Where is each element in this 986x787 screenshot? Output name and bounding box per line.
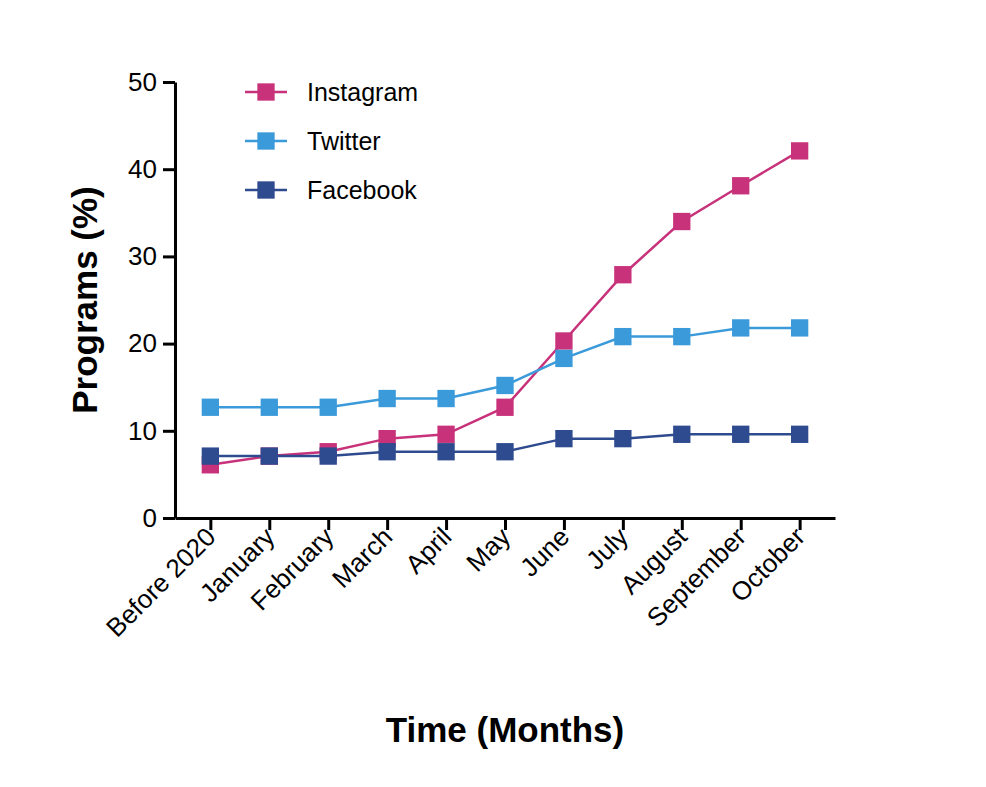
series-marker [791,426,808,443]
y-tick-label: 40 [128,154,157,184]
legend-marker [257,132,274,149]
x-tick-mark [681,518,684,530]
series-marker [791,142,808,159]
x-tick-label: June [514,521,575,582]
x-tick-mark [386,518,389,530]
series-marker [378,390,395,407]
series-marker [732,319,749,336]
x-tick-mark [799,518,802,530]
series-marker [555,430,572,447]
series-marker [673,328,690,345]
y-tick-label: 30 [128,241,157,271]
x-tick-mark [445,518,448,530]
y-tick: 0 [143,503,175,533]
series-marker [732,177,749,194]
series-marker [496,443,513,460]
y-tick-mark [163,255,175,258]
legend-label: Instagram [307,78,418,106]
x-tick: June [514,518,575,583]
y-tick-label: 50 [128,67,157,97]
y-tick-mark [163,517,175,520]
series-marker [614,430,631,447]
y-tick-mark [163,168,175,171]
y-tick-label: 20 [128,328,157,358]
x-tick-mark [622,518,625,530]
series-line [210,328,799,407]
y-axis: 0 10 20 30 40 50 [128,67,175,533]
x-tick: April [399,518,457,579]
plot-area [202,142,809,473]
series-marker [261,447,278,464]
series-line [210,151,799,465]
x-tick-mark [740,518,743,530]
series-marker [202,399,219,416]
legend: Instagram Twitter Facebook [245,78,418,204]
legend-label: Facebook [307,176,417,204]
series-marker [791,319,808,336]
series-marker [437,426,454,443]
series-marker [673,213,690,230]
x-tick-mark [563,518,566,530]
y-tick-mark [163,81,175,84]
y-tick-mark [163,430,175,433]
x-tick-mark [327,518,330,530]
y-tick: 50 [128,67,175,97]
series-marker [437,443,454,460]
series-marker [496,399,513,416]
y-axis-line [174,83,177,519]
x-tick-label: February [245,521,340,616]
x-tick: February [245,518,340,616]
legend-marker [257,83,274,100]
chart: 0 10 20 30 40 50 Before 2020JanuaryFebruaryMar… [0,0,986,787]
x-axis-title: Time (Months) [386,710,625,749]
x-axis: Before 2020JanuaryFebruaryMarchAprilMayJ… [100,518,835,643]
y-tick: 10 [128,416,175,446]
series-marker [261,399,278,416]
x-tick: March [326,518,398,594]
series-marker [320,447,337,464]
series-marker [378,443,395,460]
legend-label: Twitter [307,127,381,155]
y-tick: 40 [128,154,175,184]
y-tick: 30 [128,241,175,271]
x-tick-mark [504,518,507,530]
x-tick-mark [209,518,212,530]
series-marker [673,426,690,443]
y-tick-label: 0 [143,503,157,533]
x-tick-label: April [399,521,457,579]
x-tick-mark [268,518,271,530]
series-marker [496,377,513,394]
y-tick: 20 [128,328,175,358]
x-tick-label: March [326,521,398,593]
y-tick-mark [163,343,175,346]
x-tick: May [460,518,516,577]
legend-marker [257,181,274,198]
x-tick-label: May [460,521,516,577]
series-marker [732,426,749,443]
y-axis-title: Programs (%) [65,186,104,414]
series-marker [437,390,454,407]
series-marker [202,447,219,464]
series-marker [261,447,278,464]
series-marker [555,332,572,349]
series-marker [320,399,337,416]
x-tick-label: October [724,521,811,608]
series-marker [555,350,572,367]
x-tick: October [724,518,811,608]
y-tick-label: 10 [128,416,157,446]
series-marker [614,328,631,345]
series-marker [614,266,631,283]
